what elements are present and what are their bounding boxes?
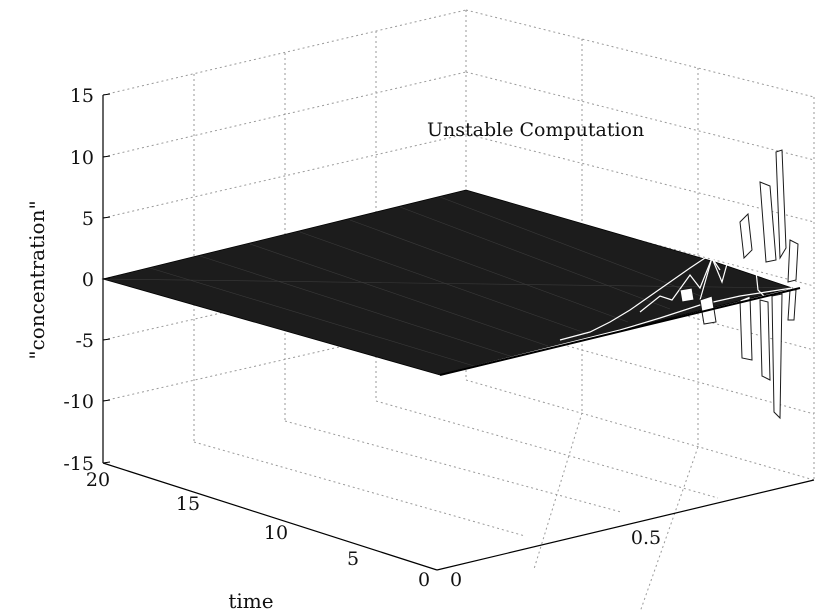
time-tick-label: 10 bbox=[264, 522, 288, 544]
x-axis-line bbox=[436, 479, 815, 571]
spike bbox=[759, 299, 771, 381]
z-tick-label: -10 bbox=[63, 391, 94, 413]
surface-plane bbox=[101, 189, 794, 376]
oscillation-line bbox=[699, 214, 769, 301]
time-ticks: 0 5 10 15 20 bbox=[86, 469, 430, 591]
z-axis-title: "concentration" bbox=[25, 200, 49, 359]
grid-line bbox=[102, 133, 467, 219]
grid-line bbox=[102, 9, 467, 96]
grid-line bbox=[375, 400, 719, 499]
time-axis-title: time bbox=[228, 589, 273, 613]
z-tick-label: 15 bbox=[70, 85, 94, 107]
spike bbox=[739, 212, 753, 260]
grid-line bbox=[465, 71, 815, 161]
surface-edge bbox=[439, 287, 801, 376]
spike bbox=[739, 295, 753, 361]
z-tick-label: 10 bbox=[70, 147, 94, 169]
time-tick-label: 15 bbox=[176, 493, 200, 515]
chart-annotation: Unstable Computation bbox=[427, 119, 644, 141]
x-ticks: 0 0.5 bbox=[450, 527, 661, 591]
instability-spikes bbox=[679, 149, 799, 420]
spike bbox=[679, 287, 695, 303]
spike bbox=[787, 239, 799, 283]
x-tick-label: 0 bbox=[450, 569, 462, 591]
grid-line bbox=[465, 9, 815, 98]
spike bbox=[787, 289, 797, 321]
time-tick-label: 5 bbox=[347, 548, 359, 570]
z-tick-label: 5 bbox=[82, 208, 94, 230]
grid-line bbox=[193, 441, 526, 537]
grid-line bbox=[533, 412, 583, 570]
z-tick-label: 0 bbox=[82, 269, 94, 291]
spike bbox=[775, 149, 787, 260]
oscillation-line bbox=[559, 257, 706, 341]
spike bbox=[759, 181, 777, 263]
grid-line bbox=[465, 379, 815, 481]
grid-line bbox=[284, 420, 622, 513]
time-tick-label: 0 bbox=[418, 569, 430, 591]
surface-mesh bbox=[102, 196, 793, 367]
surface bbox=[101, 149, 801, 420]
z-ticks: 15 10 5 0 -5 -10 -15 bbox=[63, 85, 111, 475]
grid-line bbox=[639, 446, 699, 613]
z-tick-label: -15 bbox=[63, 453, 94, 475]
time-axis-line bbox=[102, 462, 438, 571]
x-tick-label: 0.5 bbox=[631, 527, 661, 549]
spike bbox=[771, 293, 783, 420]
time-tick-label: 20 bbox=[86, 469, 110, 491]
z-tick-label: -5 bbox=[75, 330, 94, 352]
